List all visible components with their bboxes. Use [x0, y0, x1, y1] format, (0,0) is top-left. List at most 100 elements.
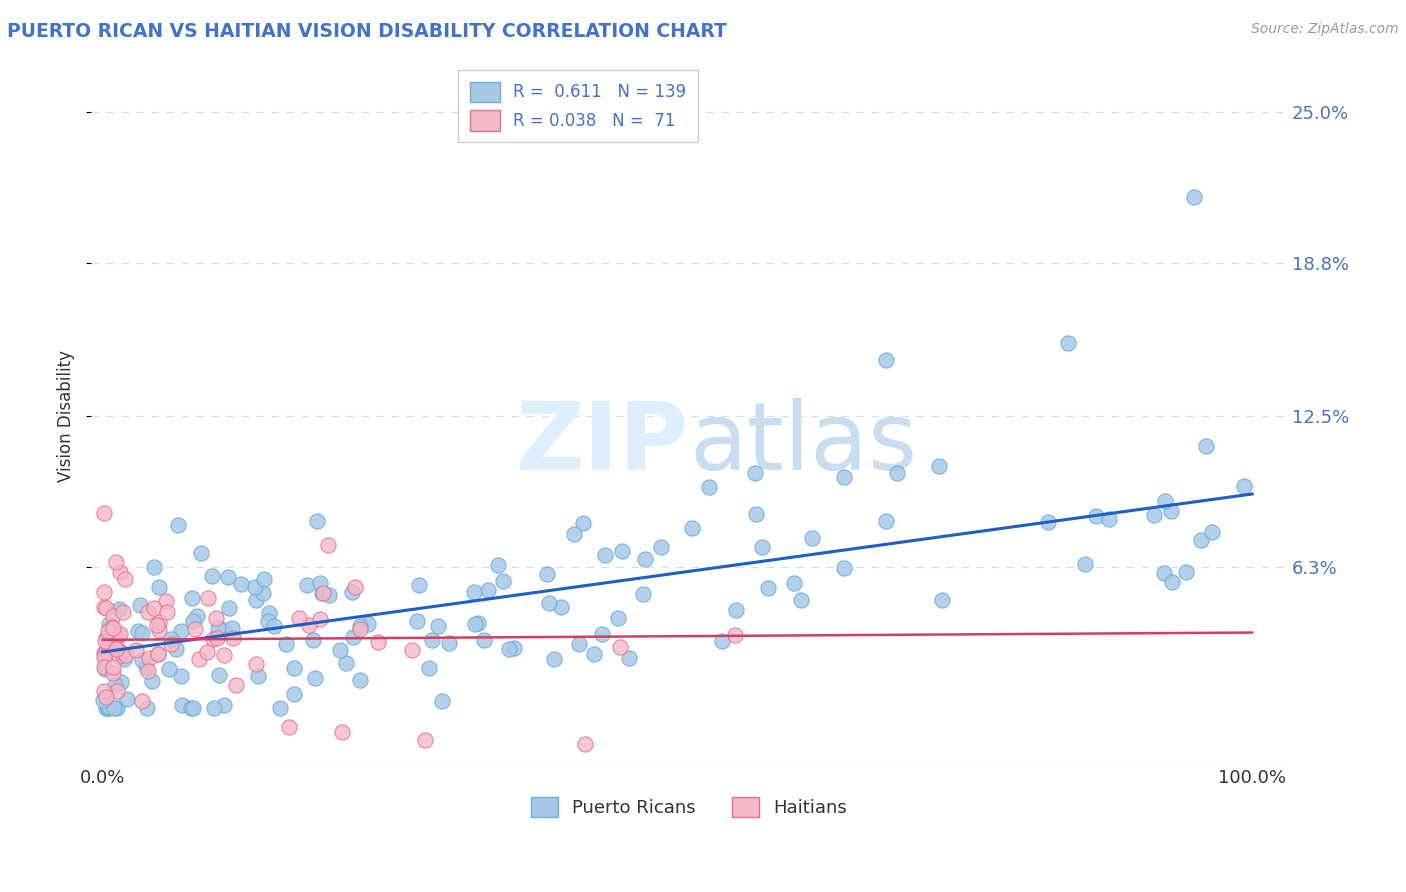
Point [146, 647, 169, 661]
Point [91, 692, 114, 706]
Point [427, 619, 450, 633]
Point [1175, 565, 1198, 579]
Point [571, 516, 593, 530]
Point [302, 632, 325, 647]
Point [711, 633, 734, 648]
Point [243, 580, 266, 594]
Point [1182, 190, 1205, 204]
Point [274, 637, 297, 651]
Point [104, 555, 127, 569]
Point [221, 621, 243, 635]
Point [207, 667, 229, 681]
Point [141, 673, 163, 688]
Point [253, 572, 276, 586]
Point [834, 470, 856, 484]
Point [316, 538, 339, 552]
Point [681, 521, 703, 535]
Point [131, 653, 153, 667]
Point [335, 656, 357, 670]
Point [110, 674, 132, 689]
Point [128, 598, 150, 612]
Point [744, 466, 766, 480]
Point [114, 572, 136, 586]
Point [583, 647, 606, 661]
Point [135, 660, 157, 674]
Point [160, 637, 183, 651]
Point [145, 617, 167, 632]
Point [801, 531, 824, 545]
Point [101, 665, 124, 680]
Point [329, 642, 352, 657]
Point [612, 544, 634, 558]
Point [609, 640, 631, 654]
Point [93, 599, 115, 614]
Point [94, 631, 117, 645]
Point [131, 625, 153, 640]
Point [536, 567, 558, 582]
Point [93, 649, 115, 664]
Point [330, 725, 353, 739]
Point [105, 642, 128, 657]
Point [832, 561, 855, 575]
Point [131, 693, 153, 707]
Point [340, 585, 363, 599]
Point [1084, 509, 1107, 524]
Point [205, 610, 228, 624]
Point [148, 624, 170, 638]
Point [184, 622, 207, 636]
Point [247, 669, 270, 683]
Point [492, 574, 515, 588]
Point [875, 353, 897, 368]
Point [105, 684, 128, 698]
Point [472, 632, 495, 647]
Point [202, 632, 225, 647]
Point [101, 609, 124, 624]
Point [1143, 508, 1166, 522]
Point [93, 684, 115, 698]
Point [218, 601, 240, 615]
Point [269, 701, 291, 715]
Point [245, 593, 267, 607]
Point [97, 701, 120, 715]
Point [195, 645, 218, 659]
Point [283, 660, 305, 674]
Point [401, 643, 423, 657]
Point [724, 603, 747, 617]
Point [288, 611, 311, 625]
Point [101, 620, 124, 634]
Point [550, 600, 572, 615]
Point [593, 548, 616, 562]
Point [107, 628, 129, 642]
Point [112, 605, 135, 619]
Point [93, 660, 115, 674]
Point [138, 650, 160, 665]
Point [222, 631, 245, 645]
Point [751, 540, 773, 554]
Point [1154, 493, 1177, 508]
Point [245, 657, 267, 671]
Point [309, 612, 332, 626]
Point [405, 614, 427, 628]
Point [463, 585, 485, 599]
Point [157, 662, 180, 676]
Point [437, 636, 460, 650]
Point [619, 651, 641, 665]
Point [160, 632, 183, 646]
Point [105, 701, 128, 715]
Point [418, 660, 440, 674]
Point [127, 624, 149, 639]
Text: Source: ZipAtlas.com: Source: ZipAtlas.com [1251, 22, 1399, 37]
Point [94, 662, 117, 676]
Point [212, 698, 235, 712]
Point [278, 720, 301, 734]
Point [1073, 557, 1095, 571]
Point [148, 581, 170, 595]
Point [103, 621, 125, 635]
Point [148, 647, 170, 661]
Point [574, 738, 596, 752]
Text: PUERTO RICAN VS HAITIAN VISION DISABILITY CORRELATION CHART: PUERTO RICAN VS HAITIAN VISION DISABILIT… [7, 22, 727, 41]
Point [420, 633, 443, 648]
Point [724, 628, 747, 642]
Point [197, 591, 219, 605]
Point [502, 641, 524, 656]
